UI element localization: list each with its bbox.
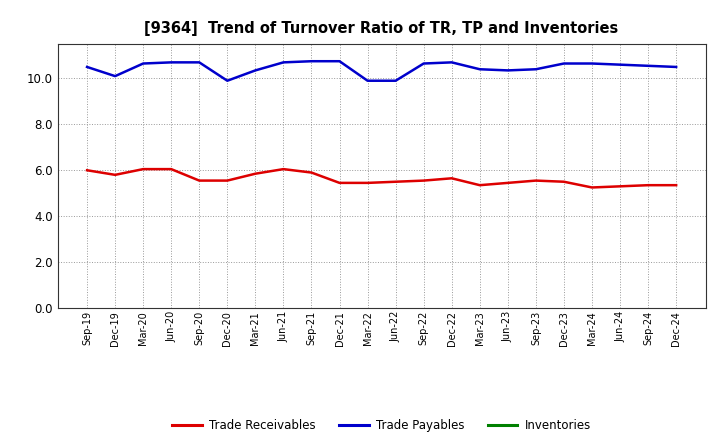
Legend: Trade Receivables, Trade Payables, Inventories: Trade Receivables, Trade Payables, Inven… bbox=[168, 414, 595, 436]
Title: [9364]  Trend of Turnover Ratio of TR, TP and Inventories: [9364] Trend of Turnover Ratio of TR, TP… bbox=[145, 21, 618, 36]
